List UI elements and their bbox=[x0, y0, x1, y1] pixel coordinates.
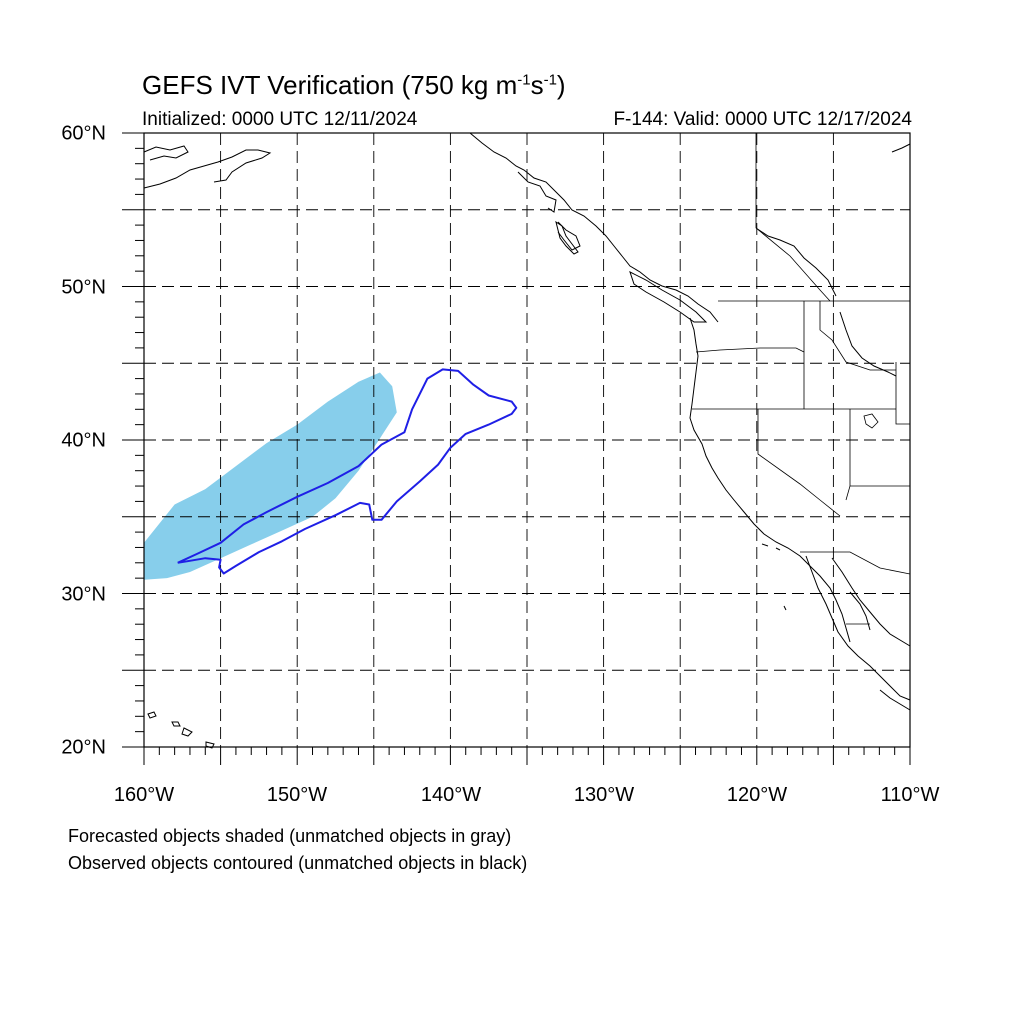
coastline-canada-interior bbox=[755, 227, 897, 377]
note-observed: Observed objects contoured (unmatched ob… bbox=[68, 853, 528, 873]
coastline-hawaii bbox=[147, 711, 215, 749]
coastline-gulf-of-california bbox=[831, 557, 911, 647]
coastline-alaska-north bbox=[143, 145, 189, 161]
border-bc-alberta bbox=[755, 133, 831, 302]
title-end: ) bbox=[556, 70, 566, 100]
map-frame bbox=[143, 132, 911, 748]
border-wy bbox=[895, 362, 910, 425]
title-superscript-2: -1 bbox=[543, 71, 557, 89]
coastline-se-alaska bbox=[469, 132, 719, 323]
figure-title: GEFS IVT Verification (750 kg m-1s-1) bbox=[142, 70, 566, 101]
lat-label-30n: 30°N bbox=[61, 583, 106, 606]
title-main: GEFS IVT Verification (750 kg m bbox=[142, 70, 518, 100]
coastline-northeast bbox=[891, 143, 911, 153]
lon-label-160w: 160°W bbox=[113, 784, 175, 806]
border-idaho bbox=[803, 301, 896, 409]
coastlines bbox=[143, 132, 911, 749]
lake-great-salt bbox=[863, 413, 879, 429]
forecast-object-shape bbox=[144, 372, 397, 580]
political-boundaries bbox=[692, 133, 911, 625]
coastline-alaska bbox=[143, 149, 272, 189]
border-us-mexico bbox=[800, 551, 911, 575]
border-wa-or bbox=[695, 347, 805, 353]
coastline-bc-islands bbox=[517, 171, 708, 323]
border-ca-nv bbox=[757, 409, 841, 517]
coastline-channel-islands bbox=[761, 543, 787, 611]
initialized-time: Initialized: 0000 UTC 12/11/2024 bbox=[142, 109, 418, 130]
coastline-haida-gwaii bbox=[555, 220, 579, 255]
lon-label-140w: 140°W bbox=[420, 784, 482, 806]
valid-time: F-144: Valid: 0000 UTC 12/17/2024 bbox=[613, 109, 912, 130]
coastline-mexico-mainland bbox=[879, 689, 911, 711]
observed-object-layer bbox=[177, 368, 518, 575]
lat-label-50n: 50°N bbox=[61, 276, 106, 299]
title-middle: s bbox=[530, 70, 544, 100]
note-forecast: Forecasted objects shaded (unmatched obj… bbox=[68, 826, 512, 846]
lon-label-130w: 130°W bbox=[573, 784, 635, 806]
gridlines bbox=[144, 133, 910, 747]
lon-label-110w: 110°W bbox=[880, 784, 940, 806]
forecast-object-layer bbox=[144, 372, 397, 580]
coastline-us-west bbox=[689, 317, 851, 643]
lat-label-40n: 40°N bbox=[61, 429, 106, 452]
lon-label-150w: 150°W bbox=[266, 784, 328, 806]
axis-ticks bbox=[122, 132, 911, 765]
lat-label-60n: 60°N bbox=[61, 122, 106, 145]
observed-object-contour bbox=[177, 368, 518, 575]
coastline-baja bbox=[805, 555, 911, 701]
lon-label-120w: 120°W bbox=[726, 784, 788, 806]
title-superscript-1: -1 bbox=[517, 71, 531, 89]
border-nv-ut bbox=[845, 409, 851, 501]
lat-label-20n: 20°N bbox=[61, 736, 106, 759]
